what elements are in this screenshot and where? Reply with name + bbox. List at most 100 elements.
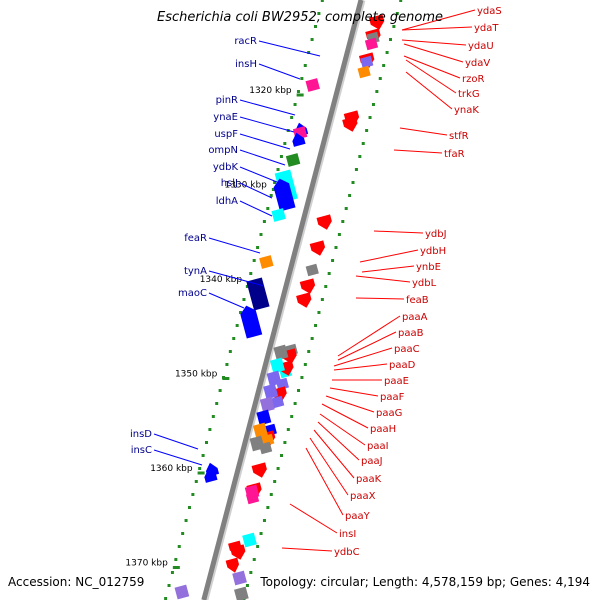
paa-operon-segment <box>259 396 275 413</box>
gene-feature-ldhA <box>271 208 286 222</box>
ring-dot <box>300 77 304 80</box>
ring-dot <box>273 181 277 184</box>
ring-dot <box>310 38 314 41</box>
ring-dot <box>252 259 256 262</box>
gene-label-insD: insD <box>130 429 152 440</box>
gene-label-ynbE: ynbE <box>416 262 441 273</box>
topology-label: Topology: circular; Length: 4,578,159 bp… <box>258 575 592 589</box>
gene-feature-paaJ <box>261 433 275 447</box>
ring-dot <box>262 220 266 223</box>
gene-label-ompN: ompN <box>208 145 238 156</box>
ring-dot <box>198 467 202 470</box>
feature-block <box>271 395 285 409</box>
gene-label-uspF: uspF <box>214 129 238 140</box>
gene-feature-extra <box>244 484 260 500</box>
feature-block <box>271 208 286 222</box>
ring-dot <box>181 532 185 535</box>
feature-block <box>244 484 260 500</box>
gene-feature-trkG <box>360 55 374 69</box>
ring-dot <box>392 25 396 28</box>
ring-dot <box>293 402 297 405</box>
gene-feature-insC <box>204 468 218 483</box>
ring-dot <box>341 220 345 223</box>
kbp-tick-label: 1340 kbp <box>200 275 243 285</box>
ring-dot <box>310 337 314 340</box>
gene-label-paaX: paaX <box>350 491 376 502</box>
left-gene-labels: racR insH pinR ynaE uspF ompN ydbK hslJ ldhA feaR… <box>130 36 321 466</box>
kbp-tick-label: 1350 kbp <box>175 370 218 380</box>
ring-dot <box>249 272 253 275</box>
gene-label-stfR: stfR <box>449 131 469 142</box>
feature-arrow <box>368 14 385 30</box>
feature-arrow <box>296 292 312 308</box>
ring-dot <box>276 168 280 171</box>
ring-dot <box>358 155 362 158</box>
gene-feature-ompN <box>285 153 301 167</box>
ring-dot <box>225 363 229 366</box>
gene-feature-ynbE <box>305 263 319 277</box>
gene-feature-extra <box>234 586 249 600</box>
gene-feature-extra <box>225 557 240 573</box>
gene-label-paaB: paaB <box>398 328 424 339</box>
ring-dot <box>269 493 273 496</box>
gene-feature-ydaV <box>364 37 379 51</box>
ring-dot <box>191 493 195 496</box>
feature-block <box>364 37 379 51</box>
feature-block <box>174 584 190 600</box>
ring-dot <box>218 389 222 392</box>
paa-operon-segment <box>263 383 279 400</box>
ring-dot <box>399 0 403 2</box>
ring-dot <box>375 90 379 93</box>
feature-arrow <box>342 116 358 132</box>
feature-block <box>360 55 374 69</box>
ring-dot <box>344 207 348 210</box>
feature-block <box>259 255 274 269</box>
ring-dot <box>177 545 181 548</box>
ring-dot <box>361 142 365 145</box>
ring-dot <box>365 129 369 132</box>
ring-dot <box>184 519 188 522</box>
gene-label-ydaT: ydaT <box>474 23 499 34</box>
ring-dot <box>204 441 208 444</box>
feature-block <box>261 433 275 447</box>
ring-dot <box>290 415 294 418</box>
ring-dot <box>388 38 392 41</box>
gene-feature-paaX <box>251 462 267 478</box>
gene-label-paaJ: paaJ <box>361 456 383 467</box>
ring-dot <box>283 142 287 145</box>
ring-dot <box>334 246 338 249</box>
gene-label-racR: racR <box>234 36 257 47</box>
feature-block <box>305 263 319 277</box>
gene-label-ydaV: ydaV <box>465 58 490 69</box>
gene-feature-ydbH <box>309 240 326 256</box>
ring-dot <box>283 441 287 444</box>
feature-arrow <box>251 462 267 478</box>
feature-block <box>242 532 257 548</box>
ring-dot <box>228 350 232 353</box>
gene-label-tynA: tynA <box>184 266 207 277</box>
ring-dot <box>286 428 290 431</box>
ring-dot <box>245 285 249 288</box>
gene-label-paaH: paaH <box>370 424 396 435</box>
ring-dot <box>317 311 321 314</box>
ring-dot <box>215 402 219 405</box>
ring-dot <box>266 207 270 210</box>
ring-dot <box>307 350 311 353</box>
ring-dot <box>273 480 277 483</box>
ring-dot <box>266 506 270 509</box>
feature-block <box>234 586 249 600</box>
gene-label-feaR: feaR <box>184 233 207 244</box>
ring-dot <box>252 558 256 561</box>
ring-dot <box>371 103 375 106</box>
gene-feature-extra <box>232 570 247 586</box>
gene-label-paaK: paaK <box>356 474 382 485</box>
gene-label-insC: insC <box>131 445 152 456</box>
ring-dot <box>242 298 246 301</box>
ring-dot <box>259 532 263 535</box>
gene-feature-paaG <box>271 395 285 409</box>
feature-arrow <box>292 132 306 147</box>
gene-label-ydbH: ydbH <box>420 246 446 257</box>
ring-dot <box>320 298 324 301</box>
kbp-tick-label: 1320 kbp <box>249 86 292 96</box>
